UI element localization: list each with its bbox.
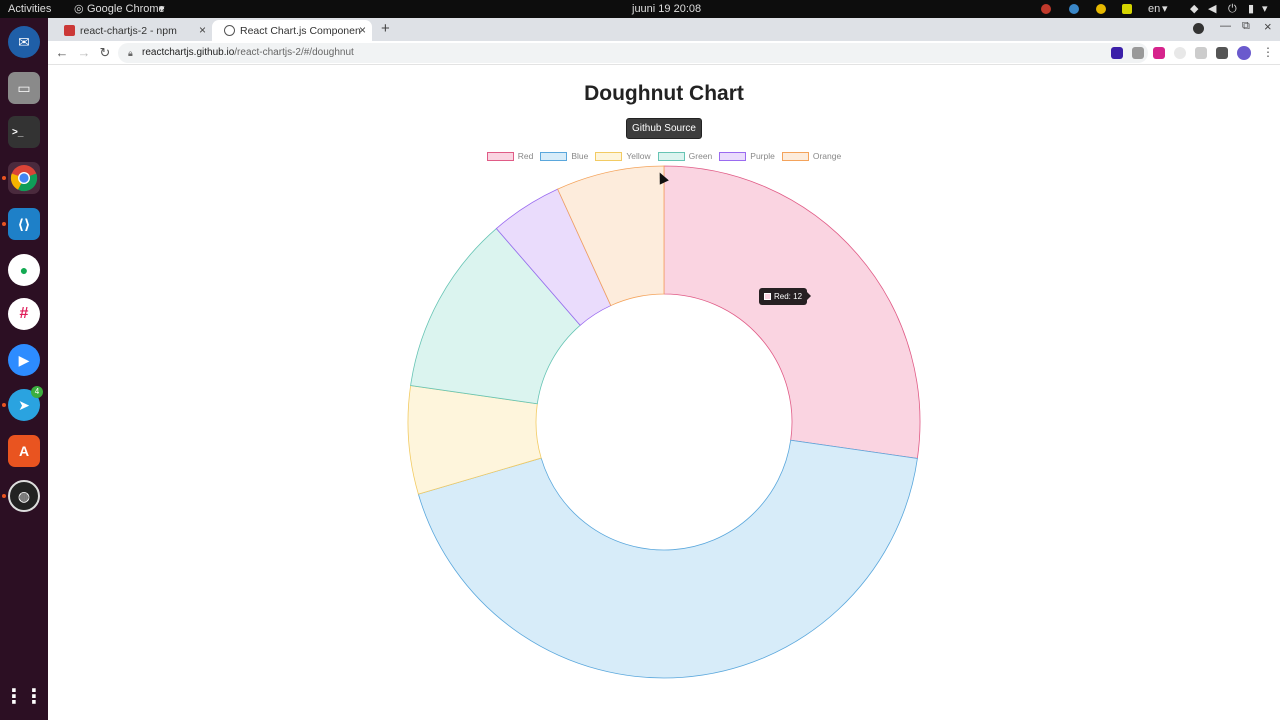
tooltip-text: Red: 12 [774,292,803,301]
chrome-tab-strip: react-chartjs-2 - npm × React Chart.js C… [48,18,1280,41]
show-applications-icon[interactable]: ⋮⋮ [4,685,44,708]
power-icon[interactable]: ⏻ [1228,3,1237,15]
chrome-app-icon: ◎ [74,3,84,15]
extension-camera-icon[interactable] [1132,47,1144,59]
back-icon[interactable]: ← [55,45,69,60]
chrome-menu-icon[interactable]: ⋮ [1262,45,1274,59]
profile-avatar[interactable] [1237,46,1251,60]
legend-item-orange[interactable]: Orange [781,151,842,161]
language-caret-icon: ▾ [1162,3,1168,15]
software-center-icon[interactable]: A [8,435,40,467]
legend-label: Orange [812,151,842,161]
tray-app-icon[interactable] [1069,4,1079,14]
extension-shield-icon[interactable] [1195,47,1207,59]
url-host: reactchartjs.github.io [142,47,235,58]
chart-tooltip: Red: 12 [759,288,812,305]
tooltip-swatch [764,293,771,300]
legend-label: Yellow [626,151,651,161]
github-source-button[interactable]: Github Source [626,118,702,139]
legend-label: Green [688,151,713,161]
app-menu-caret-icon: ▾ [159,3,165,15]
tab-react-chartjs[interactable]: React Chart.js Componen × [212,20,372,41]
legend-item-purple[interactable]: Purple [719,151,775,161]
doughnut-chart [407,165,921,679]
extension-icon[interactable] [1111,47,1123,59]
chart-legend: Red Blue Yellow Green Purple Orange [48,151,1280,161]
globe-favicon-icon [224,25,235,36]
extensions-puzzle-icon[interactable] [1216,47,1228,59]
page-title: Doughnut Chart [584,82,744,105]
legend-swatch [657,151,685,161]
gnome-top-bar: Activities ◎ Google Chrome ▾ juuni 19 20… [0,0,1280,18]
npm-favicon-icon [64,25,75,36]
battery-icon[interactable]: ▮ [1248,3,1255,15]
chrome-icon[interactable] [8,162,40,194]
legend-label: Blue [571,151,589,161]
web-page: Doughnut Chart Github Source Red Blue Yell… [48,66,1280,720]
tray-app-icon[interactable] [1096,4,1106,14]
wifi-icon[interactable]: ◆ [1190,3,1199,15]
minimize-window-icon[interactable]: — [1220,20,1231,32]
legend-swatch [781,151,809,161]
address-bar[interactable]: 🔒︎ reactchartjs.github.io/react-chartjs-… [118,43,1148,63]
obs-studio-icon[interactable]: ◍ [8,480,40,512]
tray-notes-icon[interactable] [1122,4,1132,14]
system-menu-caret-icon[interactable]: ▾ [1262,3,1268,15]
tab-close-icon[interactable]: × [198,23,206,37]
telegram-unread-badge: 4 [31,386,43,398]
mongodb-compass-icon[interactable]: ● [8,254,40,286]
running-indicator [2,222,6,226]
doughnut-slice-orange[interactable] [557,165,665,307]
tray-app-icon[interactable] [1041,4,1051,14]
chrome-toolbar: ← → ↻ 🔒︎ reactchartjs.github.io/react-ch… [48,41,1280,65]
clock[interactable]: juuni 19 20:08 [632,3,702,15]
ubuntu-dock: ✉ ▭ >_ ⟨⟩ ● # ▶ ➤ 4 A ◍ ⋮⋮ [0,18,48,720]
legend-label: Red [517,151,534,161]
tab-npm[interactable]: react-chartjs-2 - npm × [52,20,212,41]
legend-item-blue[interactable]: Blue [540,151,588,161]
tab-label: React Chart.js Componen [240,24,361,37]
slack-icon[interactable]: # [8,298,40,330]
extension-icon[interactable] [1153,47,1165,59]
reload-icon[interactable]: ↻ [99,45,111,60]
new-tab-button[interactable]: + [381,20,390,37]
doughnut-slice-red[interactable] [663,165,921,459]
running-indicator [2,176,6,180]
language-indicator[interactable]: en [1148,3,1161,15]
doughnut-slice-blue[interactable] [417,439,918,679]
legend-swatch [486,151,514,161]
legend-swatch [595,151,623,161]
zoom-icon[interactable]: ▶ [8,344,40,376]
thunderbird-icon[interactable]: ✉ [8,26,40,58]
running-indicator [2,494,6,498]
extension-icon[interactable] [1174,47,1186,59]
forward-icon[interactable]: → [77,45,91,60]
legend-item-yellow[interactable]: Yellow [595,151,651,161]
close-window-icon[interactable]: × [1264,19,1272,34]
volume-icon[interactable]: ◀ [1208,3,1217,15]
tab-search-icon[interactable] [1193,23,1204,34]
terminal-icon[interactable]: >_ [8,116,40,148]
maximize-window-icon[interactable]: ⧉ [1242,20,1250,32]
url-path: /react-chartjs-2/#/doughnut [234,47,354,58]
tab-label: react-chartjs-2 - npm [80,24,177,37]
legend-item-red[interactable]: Red [486,151,534,161]
app-menu[interactable]: Google Chrome [87,3,165,15]
legend-label: Purple [750,151,775,161]
legend-swatch [540,151,568,161]
lock-icon[interactable]: 🔒︎ [128,48,133,58]
files-icon[interactable]: ▭ [8,72,40,104]
running-indicator [2,403,6,407]
tab-close-icon[interactable]: × [358,23,366,37]
activities-button[interactable]: Activities [8,3,52,15]
legend-swatch [719,151,747,161]
legend-item-green[interactable]: Green [657,151,713,161]
vscode-icon[interactable]: ⟨⟩ [8,208,40,240]
